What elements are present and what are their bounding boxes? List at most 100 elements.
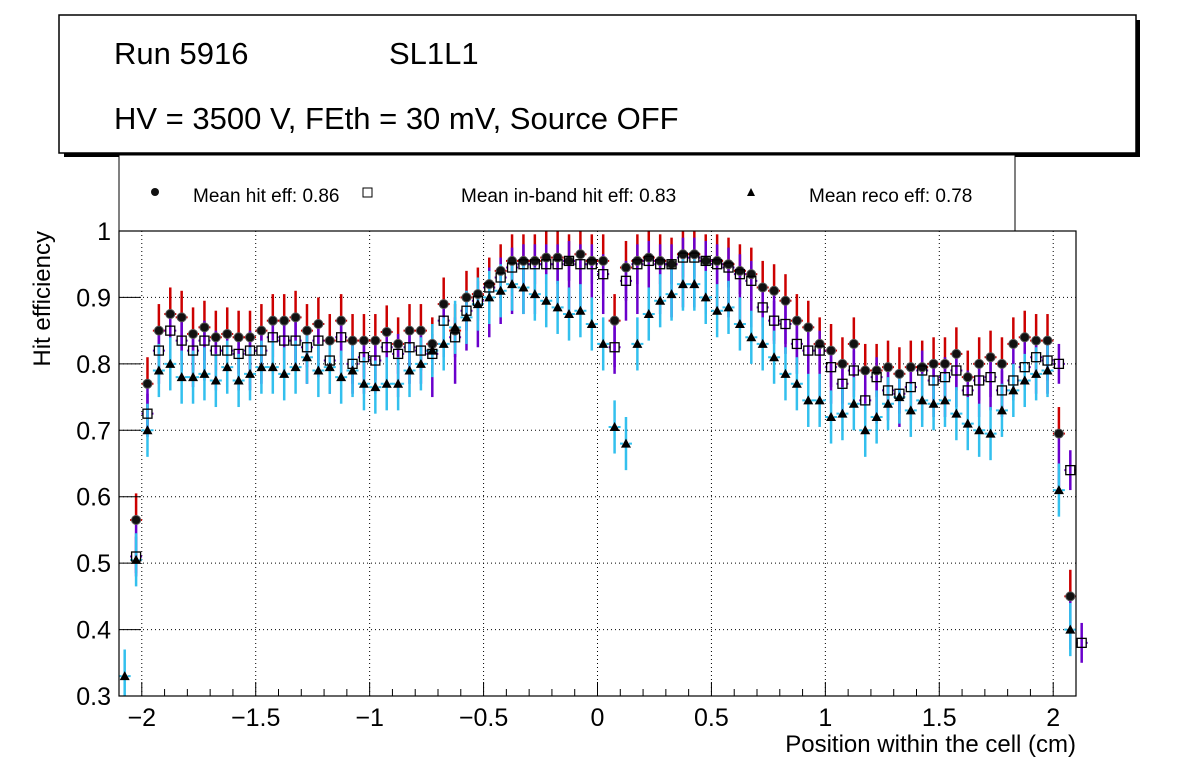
band-point xyxy=(643,255,654,267)
reco-point xyxy=(1008,385,1019,395)
title-conditions: HV = 3500 V, FEth = 30 mV, Source OFF xyxy=(114,101,679,136)
hit-point xyxy=(347,335,358,346)
reco-point xyxy=(131,554,142,564)
band-point xyxy=(187,345,199,356)
hit-point xyxy=(939,358,950,369)
band-point xyxy=(939,371,951,383)
reco-point xyxy=(507,279,518,289)
hit-point xyxy=(518,255,529,266)
reco-point xyxy=(939,395,950,405)
reco-point xyxy=(814,395,825,405)
hit-point xyxy=(153,325,164,336)
reco-point xyxy=(370,382,381,392)
band-point xyxy=(279,335,290,346)
legend: Mean hit eff: 0.86 Mean in-band hit eff: … xyxy=(151,186,972,207)
band-point xyxy=(974,375,985,386)
hit-point xyxy=(1031,335,1042,346)
reco-point xyxy=(393,378,404,388)
reco-point xyxy=(222,362,233,372)
band-point xyxy=(917,365,928,376)
hit-point xyxy=(666,259,677,270)
band-point xyxy=(598,269,609,280)
band-point xyxy=(1008,375,1019,386)
band-point xyxy=(541,259,552,270)
hit-point xyxy=(1065,591,1076,602)
reco-point xyxy=(450,322,461,332)
hit-point xyxy=(951,348,962,359)
reco-point xyxy=(826,412,837,421)
band-point xyxy=(723,262,734,273)
hit-point xyxy=(199,322,210,333)
band-point xyxy=(848,365,859,376)
hit-point xyxy=(689,249,700,260)
reco-point xyxy=(620,438,631,448)
reco-point xyxy=(324,362,335,372)
band-point xyxy=(438,315,449,326)
band-point xyxy=(256,345,267,356)
reco-point xyxy=(279,368,290,378)
band-point xyxy=(210,345,221,356)
hit-point xyxy=(620,262,631,273)
hit-point xyxy=(301,325,312,336)
reco-point xyxy=(643,309,654,319)
reco-point xyxy=(245,368,256,378)
reco-point xyxy=(165,358,176,368)
hit-point xyxy=(222,328,233,339)
hit-point xyxy=(1042,335,1053,346)
hit-point xyxy=(165,309,176,320)
reco-point xyxy=(404,365,415,375)
reco-point xyxy=(803,395,814,405)
hit-point xyxy=(484,279,495,290)
hit-point xyxy=(370,335,381,346)
reco-point xyxy=(985,428,996,438)
band-point xyxy=(484,282,495,293)
reco-point xyxy=(461,312,472,322)
reco-point xyxy=(905,405,916,415)
x-tick-label: 1.5 xyxy=(922,704,957,732)
hit-point xyxy=(290,312,301,323)
hit-point xyxy=(780,295,791,306)
band-point xyxy=(301,342,313,353)
band-point xyxy=(951,365,962,376)
reco-point xyxy=(188,372,199,382)
reco-point xyxy=(917,395,928,405)
band-point xyxy=(267,332,278,343)
hit-point xyxy=(757,282,768,293)
reco-point xyxy=(769,352,780,362)
hit-point xyxy=(609,315,620,326)
hit-point xyxy=(632,255,643,266)
hit-point xyxy=(860,365,871,376)
band-point xyxy=(791,338,803,350)
hit-point xyxy=(700,255,711,266)
reco-point xyxy=(381,378,392,388)
band-point xyxy=(392,348,404,360)
hit-point xyxy=(996,358,1007,369)
hit-point xyxy=(677,249,688,260)
title-run: Run 5916 xyxy=(114,36,248,71)
band-point xyxy=(666,259,677,270)
x-tick-label: −1.5 xyxy=(231,704,280,732)
y-tick-label: 0.6 xyxy=(76,484,111,512)
band-point xyxy=(825,362,837,373)
reco-point xyxy=(996,405,1007,415)
hit-point xyxy=(529,255,540,266)
hit-point xyxy=(393,338,404,349)
axes: −2 −1.5 −1 −0.5 0 0.5 1 1.5 2 0.3 0.4 0.5 0.6 0.7 0.8 0… xyxy=(76,218,1077,732)
reco-point xyxy=(336,372,347,382)
reco-point xyxy=(210,375,221,385)
band-point xyxy=(575,259,586,270)
hit-point xyxy=(586,255,597,266)
y-tick-label: 0.5 xyxy=(76,550,111,578)
hit-point xyxy=(791,315,802,326)
hit-point xyxy=(541,252,552,263)
legend-hit-marker xyxy=(151,188,159,196)
hit-point xyxy=(495,265,506,276)
reco-point xyxy=(347,365,358,375)
hit-point xyxy=(917,362,928,373)
reco-point xyxy=(586,319,597,328)
hit-point xyxy=(1053,428,1064,439)
band-point xyxy=(985,371,996,383)
band-point xyxy=(370,355,381,366)
hit-point xyxy=(404,325,415,336)
band-point xyxy=(313,335,324,346)
